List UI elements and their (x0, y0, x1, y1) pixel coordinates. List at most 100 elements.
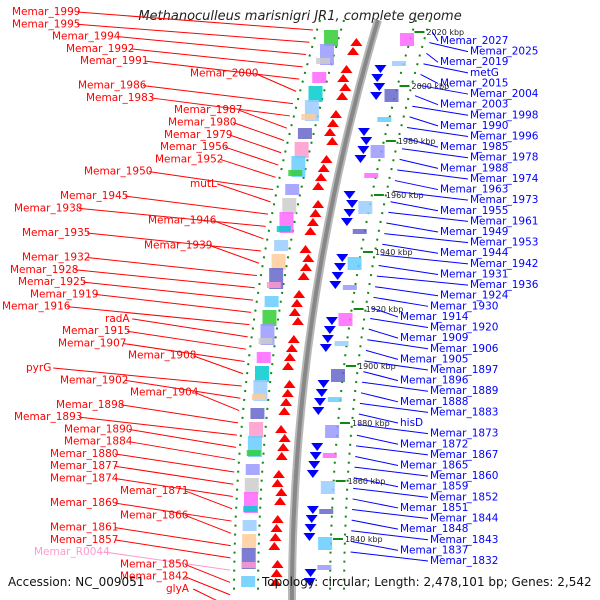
feature-block-left (262, 310, 277, 326)
right-gene-label: Memar_2019 (440, 56, 508, 68)
kbp-tick-label: 1860 kbp (348, 477, 386, 486)
feature-block-left (294, 142, 309, 158)
left-gene-label: Memar_1861 (50, 522, 118, 534)
feature-block-right (358, 201, 373, 214)
reverse-gene-arrow (333, 263, 346, 271)
right-leader-line (378, 264, 439, 275)
reverse-gene-arrow (317, 380, 330, 388)
right-gene-label: Memar_1867 (430, 449, 498, 461)
feature-block-left (250, 408, 265, 419)
left-gene-label: Memar_1850 (120, 558, 188, 570)
left-gene-label: Memar_1995 (12, 18, 80, 30)
right-gene-label: Memar_1931 (440, 268, 508, 280)
feature-block-right (370, 145, 385, 158)
right-gene-label: Memar_2027 (440, 35, 508, 47)
left-gene-label: Memar_1938 (14, 202, 82, 214)
feature-block-right (334, 341, 349, 346)
right-gene-label: Memar_1832 (430, 555, 498, 567)
feature-block-left (256, 352, 271, 363)
dashed-lane-0 (233, 19, 321, 596)
feature-block-left (254, 366, 269, 382)
right-gene-label: Memar_1953 (470, 237, 538, 249)
right-leader-line (390, 201, 439, 212)
left-gene-label: Memar_1857 (50, 534, 118, 546)
right-leader-line (356, 445, 429, 456)
reverse-gene-arrow (331, 272, 344, 280)
left-gene-label: Memar_1935 (22, 227, 90, 239)
right-leader-line (370, 318, 429, 329)
forward-gene-arrow (268, 542, 281, 550)
reverse-gene-arrow (340, 218, 353, 226)
right-leader-line (365, 349, 399, 360)
left-gene-label: Memar_1908 (128, 350, 196, 362)
right-gene-label: Memar_1990 (440, 120, 508, 132)
feature-block-left (271, 254, 286, 270)
feature-block-left (246, 450, 261, 456)
left-leader-line (212, 220, 264, 240)
right-gene-label: Memar_1942 (470, 258, 538, 270)
left-leader-line (184, 576, 231, 596)
forward-gene-arrow (290, 299, 303, 307)
right-gene-label: Memar_1978 (470, 152, 538, 164)
left-leader-line (126, 330, 247, 350)
kbp-tick-label: 1920 kbp (366, 305, 404, 314)
reverse-gene-arrow (315, 389, 328, 397)
reverse-gene-arrow (373, 83, 386, 91)
forward-gene-arrow (314, 173, 327, 181)
left-gene-label: Memar_1983 (86, 92, 154, 104)
right-leader-line (354, 466, 429, 477)
right-leader-line (397, 169, 469, 180)
forward-gene-arrow (339, 83, 352, 91)
right-gene-label: Memar_1914 (400, 311, 469, 323)
reverse-gene-arrow (304, 569, 317, 577)
left-leader-line (238, 109, 288, 129)
forward-gene-arrow (280, 398, 293, 406)
right-leader-line (386, 222, 439, 233)
reverse-gene-arrow (304, 524, 317, 532)
right-gene-label: Memar_1973 (470, 194, 538, 206)
right-gene-label: Memar_1963 (440, 184, 508, 196)
feature-block-right (319, 509, 334, 514)
forward-gene-arrow (312, 182, 325, 190)
right-leader-line (352, 498, 399, 509)
left-leader-line (114, 453, 235, 473)
reverse-gene-arrow (343, 191, 356, 199)
left-gene-label: mutL (190, 178, 217, 190)
forward-gene-arrow (281, 389, 294, 397)
right-leader-line (404, 137, 439, 148)
right-leader-line (357, 424, 429, 435)
left-gene-label: Memar_1946 (148, 215, 217, 227)
forward-gene-arrow (285, 344, 298, 352)
feature-block-left (288, 170, 303, 176)
right-gene-label: Memar_1988 (440, 162, 508, 174)
right-gene-label: Memar_1848 (400, 523, 468, 535)
forward-gene-arrow (271, 479, 284, 487)
left-gene-label: Memar_1869 (50, 497, 118, 509)
right-gene-label: Memar_2004 (470, 88, 539, 100)
left-gene-label: Memar_1980 (168, 116, 236, 128)
right-gene-label: Memar_2003 (440, 99, 508, 111)
left-leader-line (184, 563, 231, 583)
right-gene-label: Memar_1998 (470, 109, 538, 121)
left-gene-label: Memar_1932 (22, 252, 90, 264)
right-leader-line (388, 211, 469, 222)
right-leader-line (417, 84, 469, 95)
forward-gene-arrow (288, 308, 301, 316)
forward-gene-arrow (281, 362, 294, 370)
left-gene-label: Memar_1992 (66, 43, 134, 55)
right-leader-line (355, 456, 399, 466)
forward-gene-arrow (275, 488, 288, 496)
right-leader-line (394, 180, 439, 191)
left-leader-line (74, 269, 255, 289)
left-gene-label: Memar_1907 (58, 337, 126, 349)
right-gene-label: Memar_1872 (400, 438, 468, 450)
left-leader-line (228, 134, 282, 154)
left-leader-line (114, 478, 233, 498)
left-gene-label: Memar_1916 (2, 301, 71, 313)
feature-block-right (352, 229, 367, 234)
feature-block-left (243, 506, 258, 512)
left-leader-line (86, 232, 262, 252)
left-leader-line (128, 428, 237, 448)
feature-block-right (392, 61, 407, 66)
right-leader-line (371, 307, 399, 318)
